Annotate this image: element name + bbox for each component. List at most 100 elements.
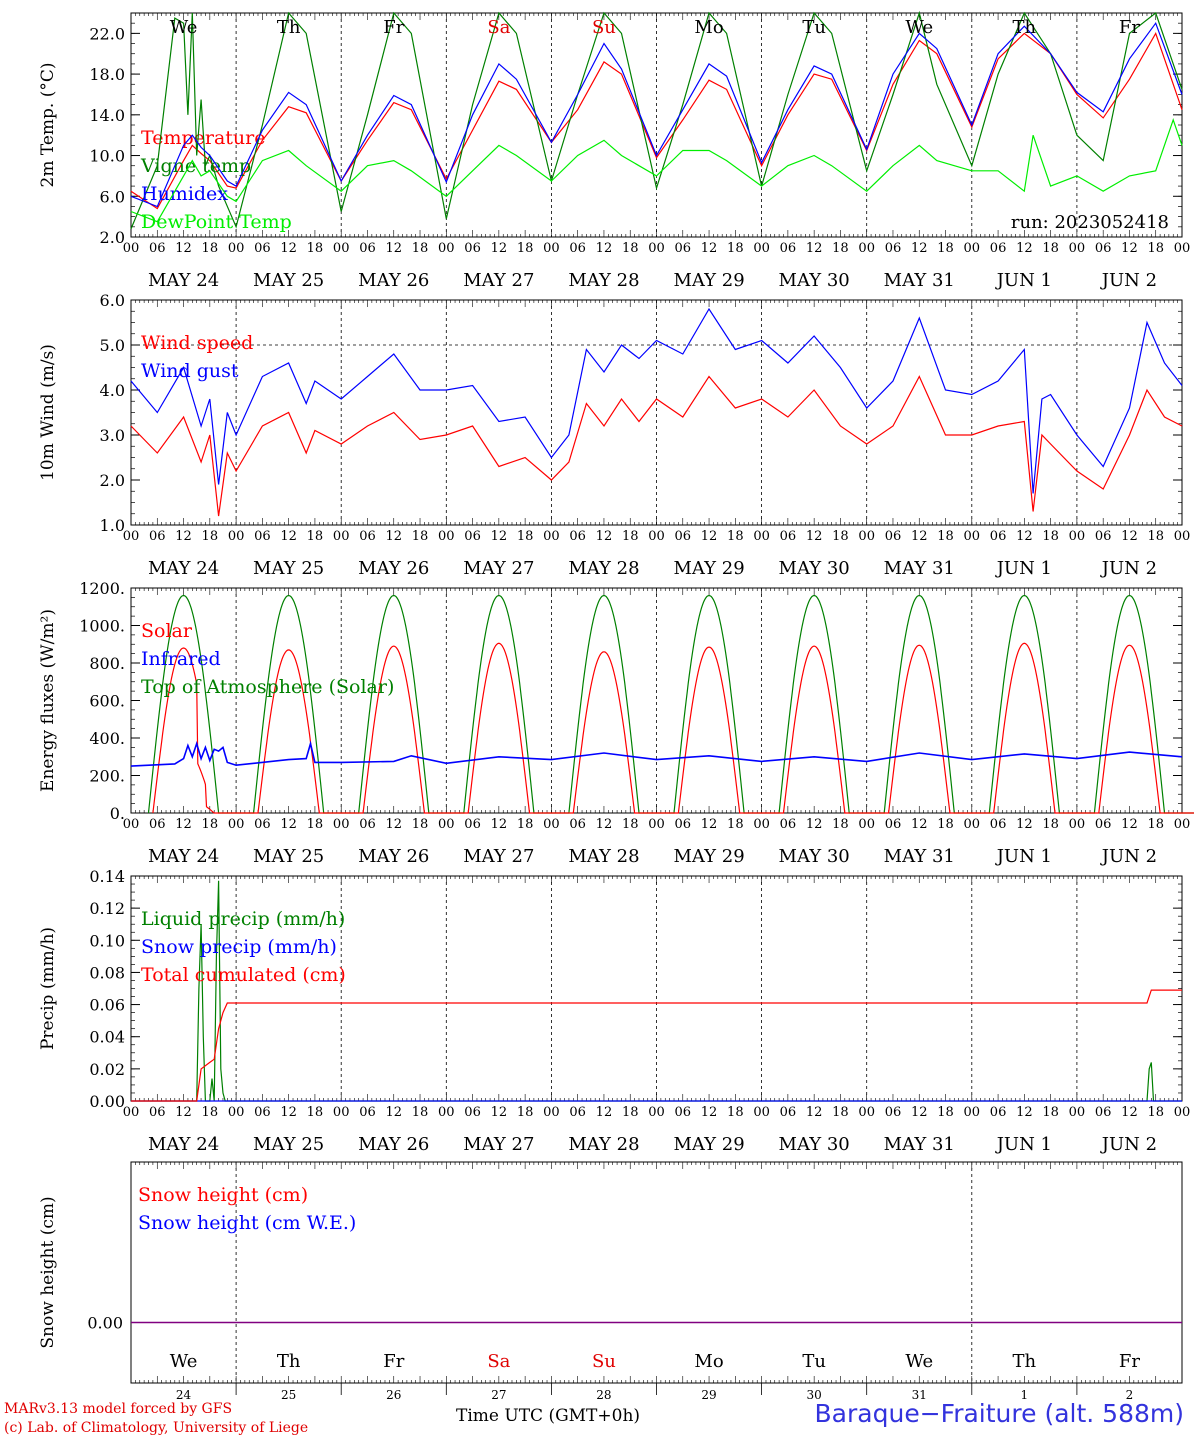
y-tick-label: 200. xyxy=(89,767,125,786)
hour-label: 00 xyxy=(333,817,350,832)
hour-label: 00 xyxy=(228,529,245,544)
hour-label: 12 xyxy=(911,529,928,544)
weekday-label: Sa xyxy=(487,17,510,38)
weekday-label: Th xyxy=(1013,1351,1037,1372)
hour-label: 12 xyxy=(385,529,402,544)
weekday-label: We xyxy=(170,1351,198,1372)
hour-label: 06 xyxy=(780,529,797,544)
hour-label: 00 xyxy=(543,1105,560,1120)
hour-label: 00 xyxy=(333,529,350,544)
day-number-label: 29 xyxy=(701,1388,716,1402)
hour-label: 06 xyxy=(885,241,902,256)
date-label: MAY 24 xyxy=(148,846,219,867)
y-tick-label: 0. xyxy=(110,804,125,823)
date-label: JUN 1 xyxy=(995,1134,1052,1155)
hour-label: 06 xyxy=(1095,1105,1112,1120)
date-label: MAY 27 xyxy=(463,846,534,867)
y-axis-label: 2m Temp. (°C) xyxy=(38,62,58,187)
series-line-infrared xyxy=(130,740,1183,767)
hour-label: 06 xyxy=(254,529,271,544)
date-label: MAY 27 xyxy=(463,270,534,291)
date-label: MAY 30 xyxy=(779,558,850,579)
hour-label: 06 xyxy=(990,529,1007,544)
hour-label: 06 xyxy=(885,817,902,832)
hour-label: 00 xyxy=(753,1105,770,1120)
hour-label: 00 xyxy=(1069,817,1086,832)
hour-label: 12 xyxy=(596,1105,613,1120)
hour-label: 06 xyxy=(359,241,376,256)
hour-label: 18 xyxy=(307,241,324,256)
hour-label: 06 xyxy=(675,241,692,256)
credit-lab: (c) Lab. of Climatology, University of L… xyxy=(4,1420,309,1436)
date-label: MAY 28 xyxy=(568,1134,639,1155)
hour-label: 12 xyxy=(806,241,823,256)
hour-label: 18 xyxy=(1042,529,1059,544)
hour-label: 06 xyxy=(1095,241,1112,256)
hour-label: 18 xyxy=(622,529,639,544)
hour-label: 00 xyxy=(543,817,560,832)
day-number-label: 26 xyxy=(386,1388,401,1402)
hour-label: 06 xyxy=(780,241,797,256)
hour-label: 06 xyxy=(990,817,1007,832)
hour-label: 18 xyxy=(727,817,744,832)
hour-label: 18 xyxy=(937,529,954,544)
y-tick-label: 0.04 xyxy=(89,1028,125,1047)
hour-label: 12 xyxy=(491,529,508,544)
hour-label: 06 xyxy=(675,529,692,544)
legend-humidex: Humidex xyxy=(141,183,228,205)
y-tick-label: 2.0 xyxy=(100,471,125,490)
hour-label: 12 xyxy=(280,529,297,544)
credit-model: MARv3.13 model forced by GFS xyxy=(4,1401,233,1417)
hour-label: 06 xyxy=(780,1105,797,1120)
hour-label: 00 xyxy=(438,529,455,544)
y-tick-label: 22.0 xyxy=(89,24,125,43)
y-tick-label: 0.02 xyxy=(89,1060,125,1079)
hour-label: 18 xyxy=(412,1105,429,1120)
hour-label: 18 xyxy=(202,529,219,544)
legend-total-cumulated-cm-: Total cumulated (cm) xyxy=(141,964,346,986)
legend-solar: Solar xyxy=(141,620,193,642)
hour-label: 06 xyxy=(1095,529,1112,544)
hour-label: 00 xyxy=(123,529,140,544)
y-tick-label: 400. xyxy=(89,729,125,748)
hour-label: 06 xyxy=(569,1105,586,1120)
hour-label: 12 xyxy=(701,1105,718,1120)
hour-label: 12 xyxy=(175,241,192,256)
hour-label: 12 xyxy=(491,817,508,832)
day-number-label: 1 xyxy=(1021,1388,1029,1402)
hour-label: 12 xyxy=(491,241,508,256)
hour-label: 06 xyxy=(254,1105,271,1120)
series-line-vigne-temp xyxy=(130,10,1183,230)
y-tick-label: 0.00 xyxy=(89,1092,125,1111)
hour-label: 00 xyxy=(123,817,140,832)
hour-label: 00 xyxy=(228,1105,245,1120)
series-line-temperature xyxy=(130,31,1183,210)
series-line-total-cumulated-cm- xyxy=(131,989,1182,1102)
hour-label: 06 xyxy=(1095,817,1112,832)
date-label: MAY 28 xyxy=(568,270,639,291)
y-tick-label: 600. xyxy=(89,692,125,711)
hour-label: 18 xyxy=(832,241,849,256)
hour-label: 06 xyxy=(149,241,166,256)
hour-label: 18 xyxy=(517,529,534,544)
hour-label: 00 xyxy=(648,817,665,832)
weekday-label: Tu xyxy=(802,1351,826,1372)
date-label: JUN 2 xyxy=(1100,1134,1157,1155)
hour-label: 18 xyxy=(517,817,534,832)
hour-label: 00 xyxy=(858,241,875,256)
legend-infrared: Infrared xyxy=(141,648,221,670)
hour-label: 12 xyxy=(385,241,402,256)
weekday-label: Mo xyxy=(694,1351,723,1372)
hour-label: 18 xyxy=(412,817,429,832)
hour-label: 18 xyxy=(1042,1105,1059,1120)
hour-label: 00 xyxy=(438,1105,455,1120)
date-label: MAY 26 xyxy=(358,270,429,291)
hour-label: 18 xyxy=(202,1105,219,1120)
hour-label: 12 xyxy=(1016,817,1033,832)
y-tick-label: 1.0 xyxy=(100,516,125,535)
hour-label: 06 xyxy=(464,817,481,832)
date-label: MAY 30 xyxy=(779,1134,850,1155)
panel-frame-energy xyxy=(130,587,1183,814)
date-label: MAY 27 xyxy=(463,558,534,579)
